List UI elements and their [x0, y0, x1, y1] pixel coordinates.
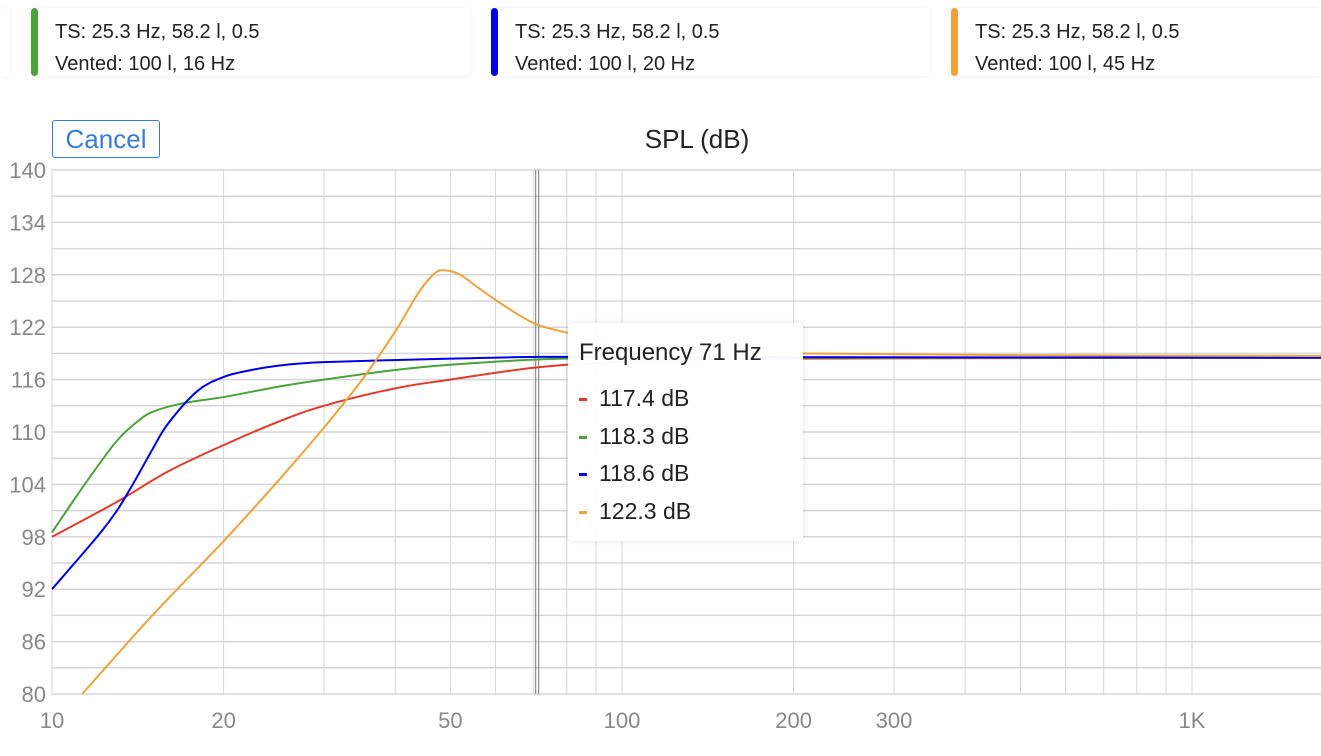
legend-vented: Vented: 100 l, 16 Hz [55, 53, 236, 75]
x-tick-label: 50 [438, 708, 462, 733]
tooltip-row: 117.4 dB [579, 385, 689, 412]
legend-card-partial[interactable] [0, 8, 10, 76]
y-tick-label: 140 [9, 158, 46, 183]
tooltip-value: 118.3 dB [599, 423, 690, 449]
tooltip-value: 118.6 dB [599, 460, 690, 486]
cancel-button[interactable]: Cancel [52, 120, 160, 158]
y-tick-label: 98 [22, 525, 46, 550]
swatch-icon [579, 473, 587, 477]
legend-ts: TS: 25.3 Hz, 58.2 l, 0.5 [975, 21, 1180, 43]
tooltip-row: 118.6 dB [579, 460, 689, 487]
tooltip: Frequency 71 Hz 117.4 dB 118.3 dB 118.6 … [568, 323, 803, 541]
y-tick-label: 122 [9, 315, 46, 340]
tooltip-value: 117.4 dB [599, 385, 690, 411]
swatch-icon [579, 436, 587, 440]
swatch-icon [579, 511, 587, 515]
tooltip-row: 118.3 dB [579, 423, 689, 450]
y-tick-label: 80 [22, 682, 46, 707]
y-tick-label: 86 [22, 630, 46, 655]
y-tick-label: 134 [9, 210, 46, 235]
x-tick-label: 300 [876, 708, 913, 733]
y-tick-label: 128 [9, 263, 46, 288]
series-color-bar [951, 8, 958, 76]
tooltip-value: 122.3 dB [599, 498, 692, 524]
legend-ts: TS: 25.3 Hz, 58.2 l, 0.5 [55, 21, 260, 43]
series-color-bar [491, 8, 498, 76]
series-color-bar [31, 8, 38, 76]
legend-card-orange[interactable]: TS: 25.3 Hz, 58.2 l, 0.5 Vented: 100 l, … [951, 8, 1321, 76]
x-tick-label: 20 [211, 708, 235, 733]
legend-vented: Vented: 100 l, 45 Hz [975, 53, 1156, 75]
legend-ts: TS: 25.3 Hz, 58.2 l, 0.5 [515, 21, 720, 43]
swatch-icon [579, 398, 587, 402]
legend-card-blue[interactable]: TS: 25.3 Hz, 58.2 l, 0.5 Vented: 100 l, … [491, 8, 930, 76]
tooltip-header: Frequency 71 Hz [579, 339, 762, 366]
chart-title: SPL (dB) [644, 124, 750, 154]
x-tick-label: 1K [1179, 708, 1206, 733]
x-tick-label: 100 [604, 708, 641, 733]
legend-card-green[interactable]: TS: 25.3 Hz, 58.2 l, 0.5 Vented: 100 l, … [31, 8, 470, 76]
tooltip-row: 122.3 dB [579, 498, 691, 525]
x-tick-label: 10 [40, 708, 64, 733]
y-tick-label: 104 [9, 472, 46, 497]
legend-vented: Vented: 100 l, 20 Hz [515, 53, 696, 75]
x-tick-label: 200 [775, 708, 812, 733]
y-tick-label: 92 [22, 577, 46, 602]
y-tick-label: 116 [11, 368, 46, 393]
y-tick-label: 110 [11, 420, 46, 445]
